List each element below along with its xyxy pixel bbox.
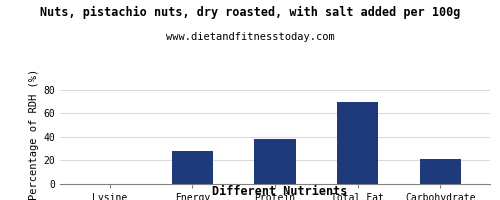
Bar bbox=[420, 159, 461, 184]
Y-axis label: Percentage of RDH (%): Percentage of RDH (%) bbox=[29, 68, 39, 200]
Text: www.dietandfitnesstoday.com: www.dietandfitnesstoday.com bbox=[166, 32, 334, 42]
Bar bbox=[337, 102, 378, 184]
Bar bbox=[254, 139, 296, 184]
Bar bbox=[172, 151, 213, 184]
Text: Different Nutrients: Different Nutrients bbox=[212, 185, 348, 198]
Text: Nuts, pistachio nuts, dry roasted, with salt added per 100g: Nuts, pistachio nuts, dry roasted, with … bbox=[40, 6, 460, 19]
